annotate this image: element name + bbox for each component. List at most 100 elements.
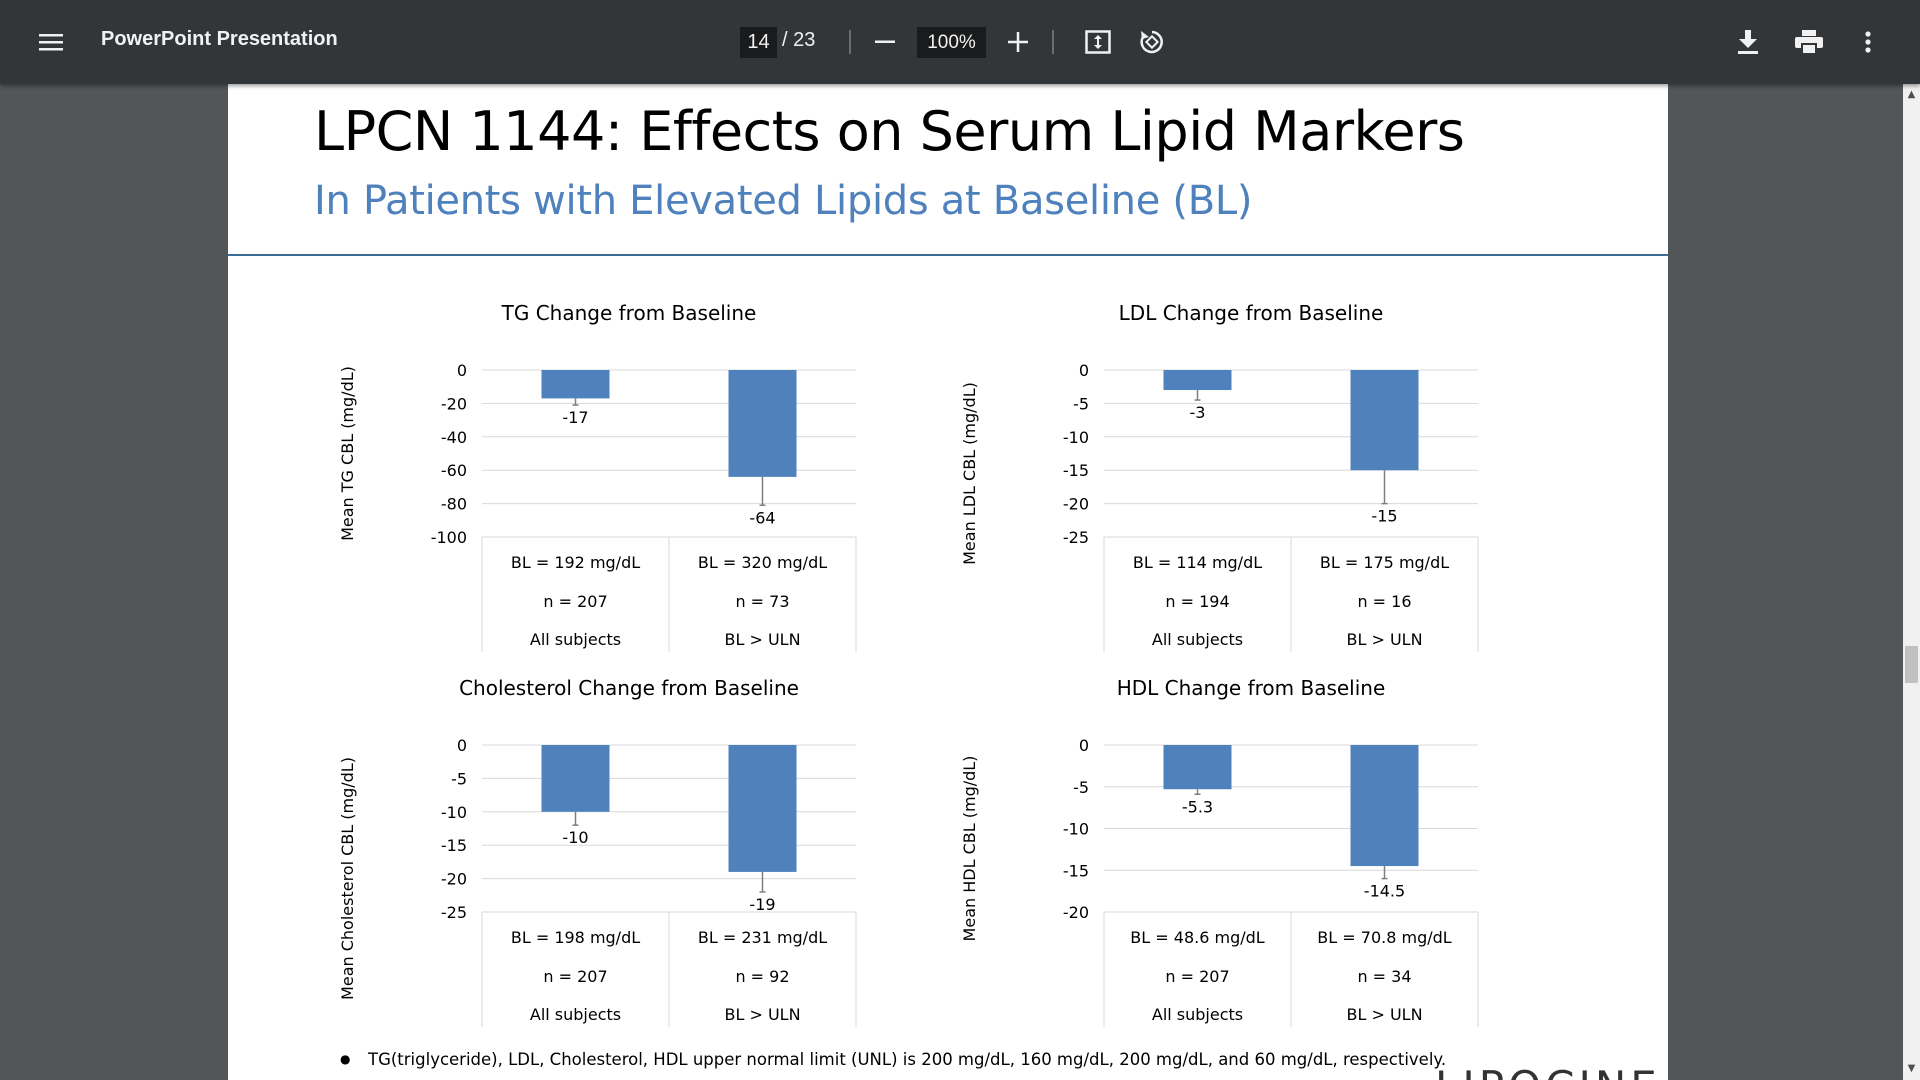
bar <box>1350 745 1419 867</box>
y-tick-label: -5 <box>451 769 467 788</box>
zoom-input[interactable]: 100% <box>917 27 986 58</box>
scroll-up-arrow-icon[interactable]: ▲ <box>1907 89 1916 100</box>
y-tick-label: -15 <box>441 836 467 855</box>
page-number-input[interactable]: 14 <box>740 27 777 58</box>
category-group-label: BL > ULN <box>724 1005 800 1024</box>
scroll-down-arrow-icon[interactable]: ▼ <box>1907 1063 1916 1074</box>
page-total: / 23 <box>782 29 816 51</box>
category-group-label: BL > ULN <box>1346 630 1422 649</box>
fit-page-button[interactable] <box>1080 24 1116 60</box>
chart-title: HDL Change from Baseline <box>1117 676 1386 700</box>
y-tick-label: -60 <box>441 461 467 480</box>
data-label: -5.3 <box>1182 797 1213 816</box>
category-n-label: n = 73 <box>735 592 789 611</box>
menu-button[interactable] <box>31 24 71 60</box>
slide-subtitle: In Patients with Elevated Lipids at Base… <box>314 178 1253 224</box>
data-label: -10 <box>562 828 588 847</box>
category-n-label: n = 207 <box>543 592 607 611</box>
zoom-in-button[interactable] <box>1003 24 1033 60</box>
category-baseline-label: BL = 192 mg/dL <box>511 553 640 572</box>
category-n-label: n = 207 <box>1165 967 1229 986</box>
bar <box>541 745 610 812</box>
y-tick-label: 0 <box>1079 736 1089 755</box>
y-tick-label: -5 <box>1073 394 1089 413</box>
y-tick-label: -80 <box>441 495 467 514</box>
category-n-label: n = 92 <box>735 967 789 986</box>
data-label: -15 <box>1371 507 1397 526</box>
category-baseline-label: BL = 70.8 mg/dL <box>1317 928 1451 947</box>
download-icon <box>1738 30 1758 54</box>
more-options-button[interactable] <box>1850 22 1886 62</box>
vertical-scrollbar[interactable]: ▲ ▼ <box>1903 84 1920 1080</box>
category-group-label: BL > ULN <box>1346 1005 1422 1024</box>
ldl-change-chart: LDL Change from Baseline Mean LDL CBL (mg… <box>960 301 1479 652</box>
hdl-change-chart: HDL Change from Baseline Mean HDL CBL (mg… <box>960 676 1479 1027</box>
y-axis-label: Mean LDL CBL (mg/dL) <box>960 382 979 565</box>
y-tick-label: -40 <box>441 428 467 447</box>
slide-page: LPCN 1144: Effects on Serum Lipid Marker… <box>228 84 1668 1080</box>
data-label: -3 <box>1190 403 1206 422</box>
tg-change-chart: TG Change from Baseline Mean TG CBL (mg/d… <box>338 301 857 652</box>
slide-title: LPCN 1144: Effects on Serum Lipid Marker… <box>314 100 1465 163</box>
category-n-label: n = 194 <box>1165 592 1229 611</box>
document-title: PowerPoint Presentation <box>101 28 338 50</box>
print-button[interactable] <box>1789 22 1829 62</box>
y-tick-label: -20 <box>1063 495 1089 514</box>
toolbar-divider <box>849 30 851 54</box>
data-label: -17 <box>562 408 588 427</box>
company-logo: LIPOCINE <box>1435 1062 1661 1080</box>
toolbar-divider <box>1052 30 1054 54</box>
y-tick-label: -10 <box>1063 820 1089 839</box>
category-n-label: n = 16 <box>1357 592 1411 611</box>
cholesterol-change-chart: Cholesterol Change from Baseline Mean Cho… <box>338 676 857 1027</box>
more-options-icon <box>1865 31 1871 53</box>
category-n-label: n = 34 <box>1357 967 1411 986</box>
pdf-toolbar: PowerPoint Presentation 14 / 23 100% <box>0 0 1920 84</box>
fit-page-icon <box>1085 30 1111 54</box>
y-tick-label: -20 <box>1063 903 1089 922</box>
bar <box>1163 370 1232 391</box>
category-n-label: n = 207 <box>543 967 607 986</box>
y-tick-label: -100 <box>431 528 467 547</box>
chart-title: LDL Change from Baseline <box>1119 301 1384 325</box>
category-group-label: All subjects <box>1152 1005 1243 1024</box>
y-axis-label: Mean Cholesterol CBL (mg/dL) <box>338 757 357 1000</box>
category-baseline-label: BL = 320 mg/dL <box>698 553 827 572</box>
y-tick-label: -5 <box>1073 778 1089 797</box>
y-tick-label: -25 <box>441 903 467 922</box>
bar <box>1350 370 1419 471</box>
category-group-label: All subjects <box>1152 630 1243 649</box>
y-tick-label: -25 <box>1063 528 1089 547</box>
category-group-label: All subjects <box>530 630 621 649</box>
y-tick-label: -15 <box>1063 861 1089 880</box>
chart-title: TG Change from Baseline <box>501 301 757 325</box>
bar <box>728 745 797 872</box>
category-baseline-label: BL = 231 mg/dL <box>698 928 827 947</box>
bullet-icon: ● <box>340 1052 351 1066</box>
data-label: -14.5 <box>1364 882 1405 901</box>
rotate-icon <box>1140 30 1163 54</box>
menu-icon <box>39 34 63 51</box>
data-label: -19 <box>749 895 775 914</box>
y-tick-label: -15 <box>1063 461 1089 480</box>
y-tick-label: -10 <box>1063 428 1089 447</box>
scrollbar-thumb[interactable] <box>1905 646 1918 683</box>
footnote: TG(triglyceride), LDL, Cholesterol, HDL … <box>368 1050 1447 1069</box>
category-baseline-label: BL = 198 mg/dL <box>511 928 640 947</box>
zoom-in-icon <box>1008 32 1028 52</box>
zoom-out-icon <box>875 40 895 43</box>
rotate-button[interactable] <box>1134 24 1170 60</box>
category-group-label: BL > ULN <box>724 630 800 649</box>
y-tick-label: -10 <box>441 803 467 822</box>
y-axis-label: Mean TG CBL (mg/dL) <box>338 366 357 541</box>
download-button[interactable] <box>1730 22 1766 62</box>
category-group-label: All subjects <box>530 1005 621 1024</box>
bar <box>541 370 610 399</box>
category-baseline-label: BL = 114 mg/dL <box>1133 553 1262 572</box>
print-icon <box>1795 30 1823 54</box>
y-tick-label: 0 <box>1079 361 1089 380</box>
bar <box>1163 745 1232 790</box>
zoom-out-button[interactable] <box>870 24 900 60</box>
data-label: -64 <box>749 508 775 527</box>
y-axis-label: Mean HDL CBL (mg/dL) <box>960 756 979 942</box>
